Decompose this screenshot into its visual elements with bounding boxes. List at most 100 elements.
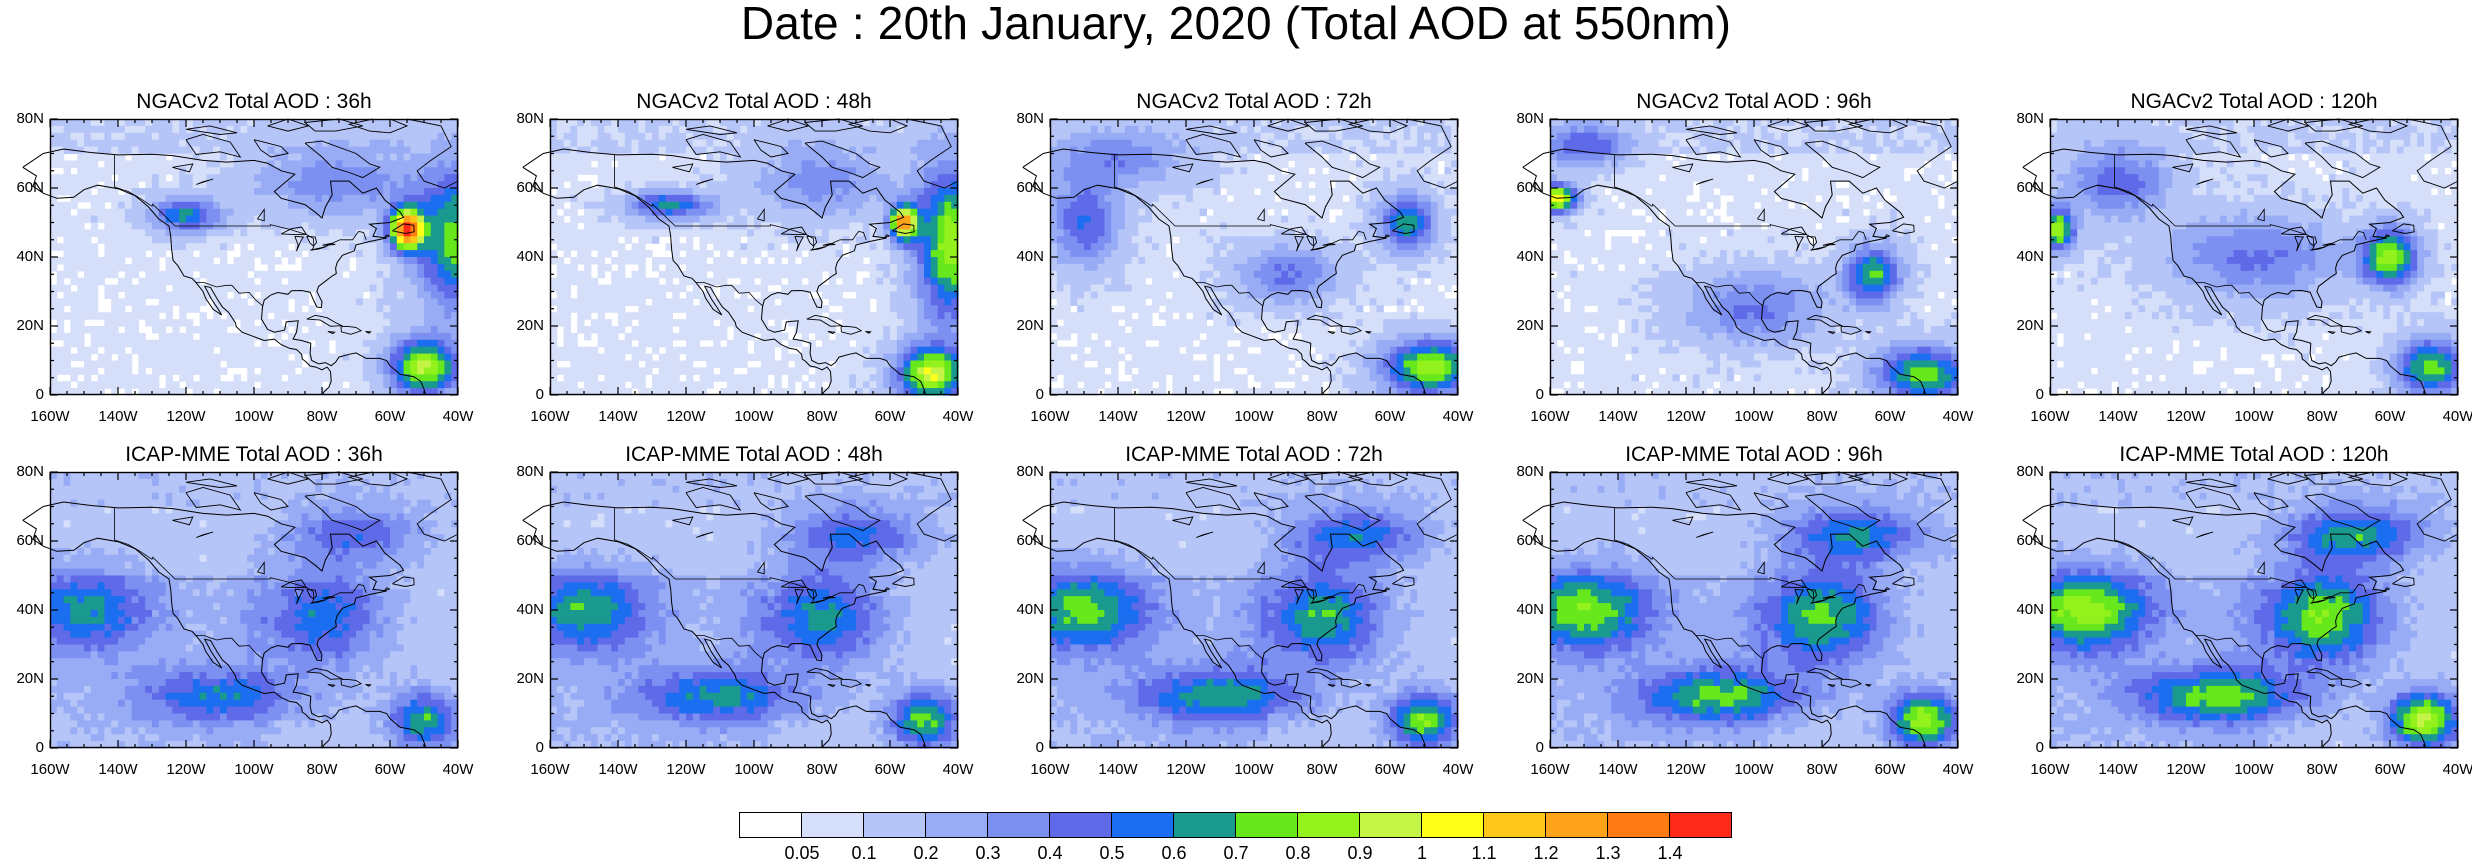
- lon-tick-label: 140W: [588, 408, 648, 425]
- lat-tick-label: 0: [504, 386, 544, 403]
- lat-tick-label: 40N: [504, 601, 544, 618]
- lon-tick-label: 80W: [2292, 761, 2352, 778]
- lat-tick-label: 20N: [2004, 670, 2044, 687]
- colorbar-label: 1: [1397, 843, 1447, 864]
- lon-tick-label: 100W: [724, 408, 784, 425]
- colorbar-box: [1359, 812, 1422, 838]
- lon-tick-label: 140W: [88, 408, 148, 425]
- aod-map-ngacv2-4: [2050, 119, 2458, 395]
- lon-tick-label: 120W: [156, 761, 216, 778]
- lon-tick-label: 80W: [1792, 761, 1852, 778]
- aod-map-ngacv2-2: [1050, 119, 1458, 395]
- colorbar-box: [1483, 812, 1546, 838]
- lon-tick-label: 140W: [1088, 408, 1148, 425]
- aod-colorbar: [740, 812, 1732, 838]
- colorbar-box: [1111, 812, 1174, 838]
- aod-map-ngacv2-1: [550, 119, 958, 395]
- lon-tick-label: 40W: [428, 761, 488, 778]
- lat-tick-label: 80N: [1004, 463, 1044, 480]
- lat-tick-label: 20N: [4, 670, 44, 687]
- lat-tick-label: 80N: [1504, 463, 1544, 480]
- lat-tick-label: 80N: [2004, 463, 2044, 480]
- lon-tick-label: 100W: [1724, 761, 1784, 778]
- colorbar-box: [863, 812, 926, 838]
- lon-tick-label: 60W: [860, 761, 920, 778]
- lat-tick-label: 60N: [504, 532, 544, 549]
- colorbar-label: 1.2: [1521, 843, 1571, 864]
- lon-tick-label: 120W: [1656, 408, 1716, 425]
- panel-title: NGACv2 Total AOD : 96h: [1544, 90, 1964, 114]
- colorbar-box: [925, 812, 988, 838]
- lon-tick-label: 40W: [1428, 408, 1488, 425]
- colorbar-box: [801, 812, 864, 838]
- lat-tick-label: 80N: [1504, 110, 1544, 127]
- lat-tick-label: 20N: [504, 317, 544, 334]
- lat-tick-label: 80N: [4, 463, 44, 480]
- lon-tick-label: 160W: [20, 408, 80, 425]
- colorbar-label: 0.8: [1273, 843, 1323, 864]
- lon-tick-label: 80W: [292, 761, 352, 778]
- lon-tick-label: 100W: [224, 408, 284, 425]
- lon-tick-label: 160W: [520, 761, 580, 778]
- lat-tick-label: 20N: [1004, 670, 1044, 687]
- colorbar-label: 0.5: [1087, 843, 1137, 864]
- panel-title: NGACv2 Total AOD : 36h: [44, 90, 464, 114]
- colorbar-label: 0.3: [963, 843, 1013, 864]
- lon-tick-label: 140W: [2088, 408, 2148, 425]
- panel-title: ICAP-MME Total AOD : 96h: [1544, 443, 1964, 467]
- lon-tick-label: 80W: [792, 408, 852, 425]
- lon-tick-label: 160W: [20, 761, 80, 778]
- lon-tick-label: 160W: [2020, 761, 2080, 778]
- lat-tick-label: 0: [2004, 739, 2044, 756]
- lon-tick-label: 60W: [1860, 408, 1920, 425]
- lon-tick-label: 120W: [156, 408, 216, 425]
- lat-tick-label: 0: [4, 386, 44, 403]
- lat-tick-label: 0: [2004, 386, 2044, 403]
- aod-map-icap-mme-1: [550, 472, 958, 748]
- lat-tick-label: 80N: [1004, 110, 1044, 127]
- lon-tick-label: 60W: [1860, 761, 1920, 778]
- lat-tick-label: 0: [4, 739, 44, 756]
- lon-tick-label: 120W: [1156, 408, 1216, 425]
- lat-tick-label: 20N: [2004, 317, 2044, 334]
- lat-tick-label: 80N: [504, 110, 544, 127]
- panel-title: ICAP-MME Total AOD : 36h: [44, 443, 464, 467]
- lat-tick-label: 80N: [504, 463, 544, 480]
- panel-title: ICAP-MME Total AOD : 72h: [1044, 443, 1464, 467]
- lon-tick-label: 40W: [2428, 408, 2472, 425]
- lat-tick-label: 60N: [1004, 179, 1044, 196]
- lon-tick-label: 140W: [1088, 761, 1148, 778]
- lon-tick-label: 40W: [1428, 761, 1488, 778]
- colorbar-box: [1297, 812, 1360, 838]
- lon-tick-label: 120W: [656, 408, 716, 425]
- colorbar-label: 0.4: [1025, 843, 1075, 864]
- lon-tick-label: 100W: [2224, 408, 2284, 425]
- lon-tick-label: 160W: [1520, 761, 1580, 778]
- lat-tick-label: 60N: [2004, 532, 2044, 549]
- colorbar-box: [1421, 812, 1484, 838]
- lon-tick-label: 140W: [588, 761, 648, 778]
- lat-tick-label: 40N: [2004, 248, 2044, 265]
- lat-tick-label: 0: [1504, 386, 1544, 403]
- aod-map-ngacv2-3: [1550, 119, 1958, 395]
- lon-tick-label: 100W: [1224, 408, 1284, 425]
- colorbar-label: 0.05: [777, 843, 827, 864]
- lat-tick-label: 40N: [1504, 248, 1544, 265]
- lon-tick-label: 80W: [1792, 408, 1852, 425]
- lon-tick-label: 160W: [520, 408, 580, 425]
- lon-tick-label: 40W: [928, 408, 988, 425]
- lat-tick-label: 60N: [1504, 179, 1544, 196]
- colorbar-box: [1607, 812, 1670, 838]
- lon-tick-label: 80W: [292, 408, 352, 425]
- colorbar-label: 1.4: [1645, 843, 1695, 864]
- colorbar-box: [1049, 812, 1112, 838]
- lat-tick-label: 60N: [2004, 179, 2044, 196]
- lon-tick-label: 60W: [360, 408, 420, 425]
- lon-tick-label: 160W: [1020, 761, 1080, 778]
- lon-tick-label: 120W: [2156, 761, 2216, 778]
- lon-tick-label: 40W: [2428, 761, 2472, 778]
- lat-tick-label: 20N: [1004, 317, 1044, 334]
- colorbar-box: [987, 812, 1050, 838]
- lat-tick-label: 60N: [4, 532, 44, 549]
- colorbar-box: [739, 812, 802, 838]
